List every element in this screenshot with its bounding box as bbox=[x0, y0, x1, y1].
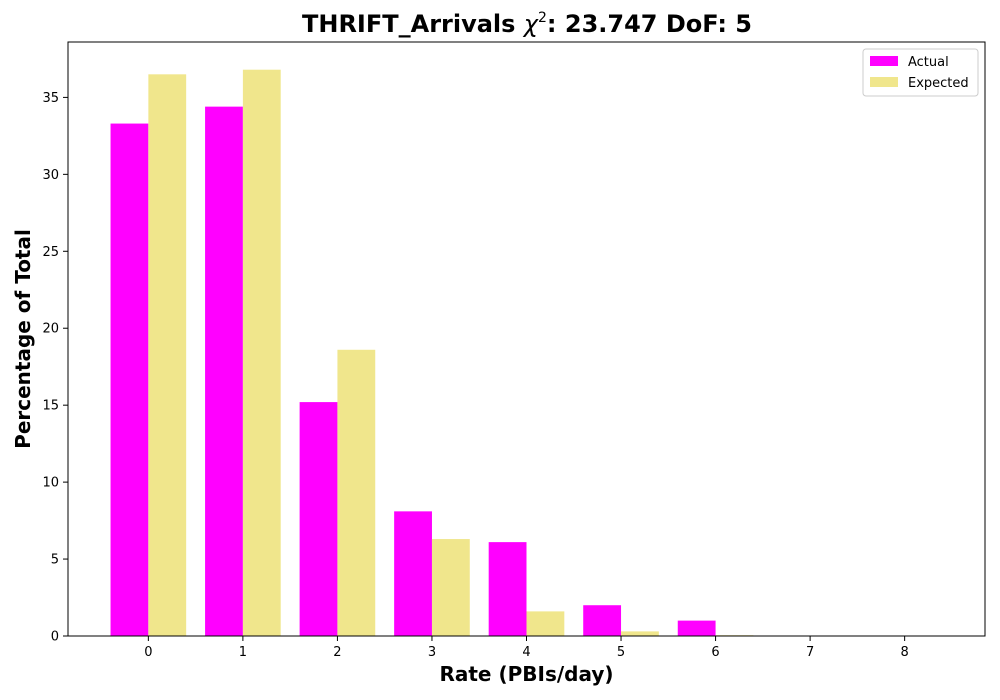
y-axis-ticks: 0 5 10 15 20 25 30 35 bbox=[42, 91, 68, 645]
chi-symbol: χ bbox=[522, 10, 539, 38]
bar-expected-0 bbox=[148, 74, 187, 637]
x-tick-label: 5 bbox=[617, 645, 625, 660]
x-axis-ticks: 0 1 2 3 4 5 6 7 8 bbox=[144, 636, 909, 660]
legend-swatch-expected bbox=[870, 77, 898, 87]
bar-actual-1 bbox=[205, 106, 243, 636]
y-tick-label: 15 bbox=[42, 399, 59, 414]
bar-actual-2 bbox=[299, 402, 338, 636]
bar-expected-5 bbox=[621, 631, 659, 636]
y-tick-label: 30 bbox=[42, 168, 59, 183]
x-tick-label: 0 bbox=[144, 645, 152, 660]
bar-expected-1 bbox=[242, 69, 281, 637]
chi-superscript: 2 bbox=[538, 10, 547, 26]
x-tick-label: 8 bbox=[901, 645, 909, 660]
chart-title: THRIFT_Arrivals χ2: 23.747 DoF: 5 bbox=[302, 10, 752, 38]
bar-expected-4 bbox=[526, 611, 565, 636]
legend-swatch-actual bbox=[870, 56, 898, 66]
y-tick-label: 10 bbox=[42, 476, 59, 491]
legend-label-actual: Actual bbox=[908, 55, 949, 70]
x-tick-label: 3 bbox=[428, 645, 436, 660]
x-tick-label: 1 bbox=[239, 645, 247, 660]
x-tick-label: 4 bbox=[522, 645, 530, 660]
plot-frame bbox=[67, 41, 986, 637]
bars-group bbox=[110, 69, 754, 637]
y-tick-label: 35 bbox=[42, 91, 59, 106]
x-axis-label: Rate (PBIs/day) bbox=[439, 662, 613, 686]
y-tick-label: 20 bbox=[42, 322, 59, 337]
y-tick-label: 5 bbox=[51, 553, 59, 568]
bar-actual-0 bbox=[110, 123, 149, 637]
y-tick-label: 25 bbox=[42, 245, 59, 260]
y-tick-label: 0 bbox=[51, 630, 59, 645]
bar-expected-3 bbox=[431, 539, 470, 636]
bar-actual-6 bbox=[677, 620, 716, 636]
bar-actual-5 bbox=[583, 605, 622, 636]
x-tick-label: 7 bbox=[806, 645, 814, 660]
x-tick-label: 2 bbox=[333, 645, 341, 660]
bar-expected-2 bbox=[337, 349, 376, 636]
y-axis-label: Percentage of Total bbox=[11, 229, 35, 449]
x-tick-label: 6 bbox=[711, 645, 719, 660]
legend-label-expected: Expected bbox=[908, 76, 969, 91]
legend: Actual Expected bbox=[862, 48, 979, 97]
bar-actual-3 bbox=[394, 511, 432, 636]
bar-actual-4 bbox=[488, 542, 527, 636]
